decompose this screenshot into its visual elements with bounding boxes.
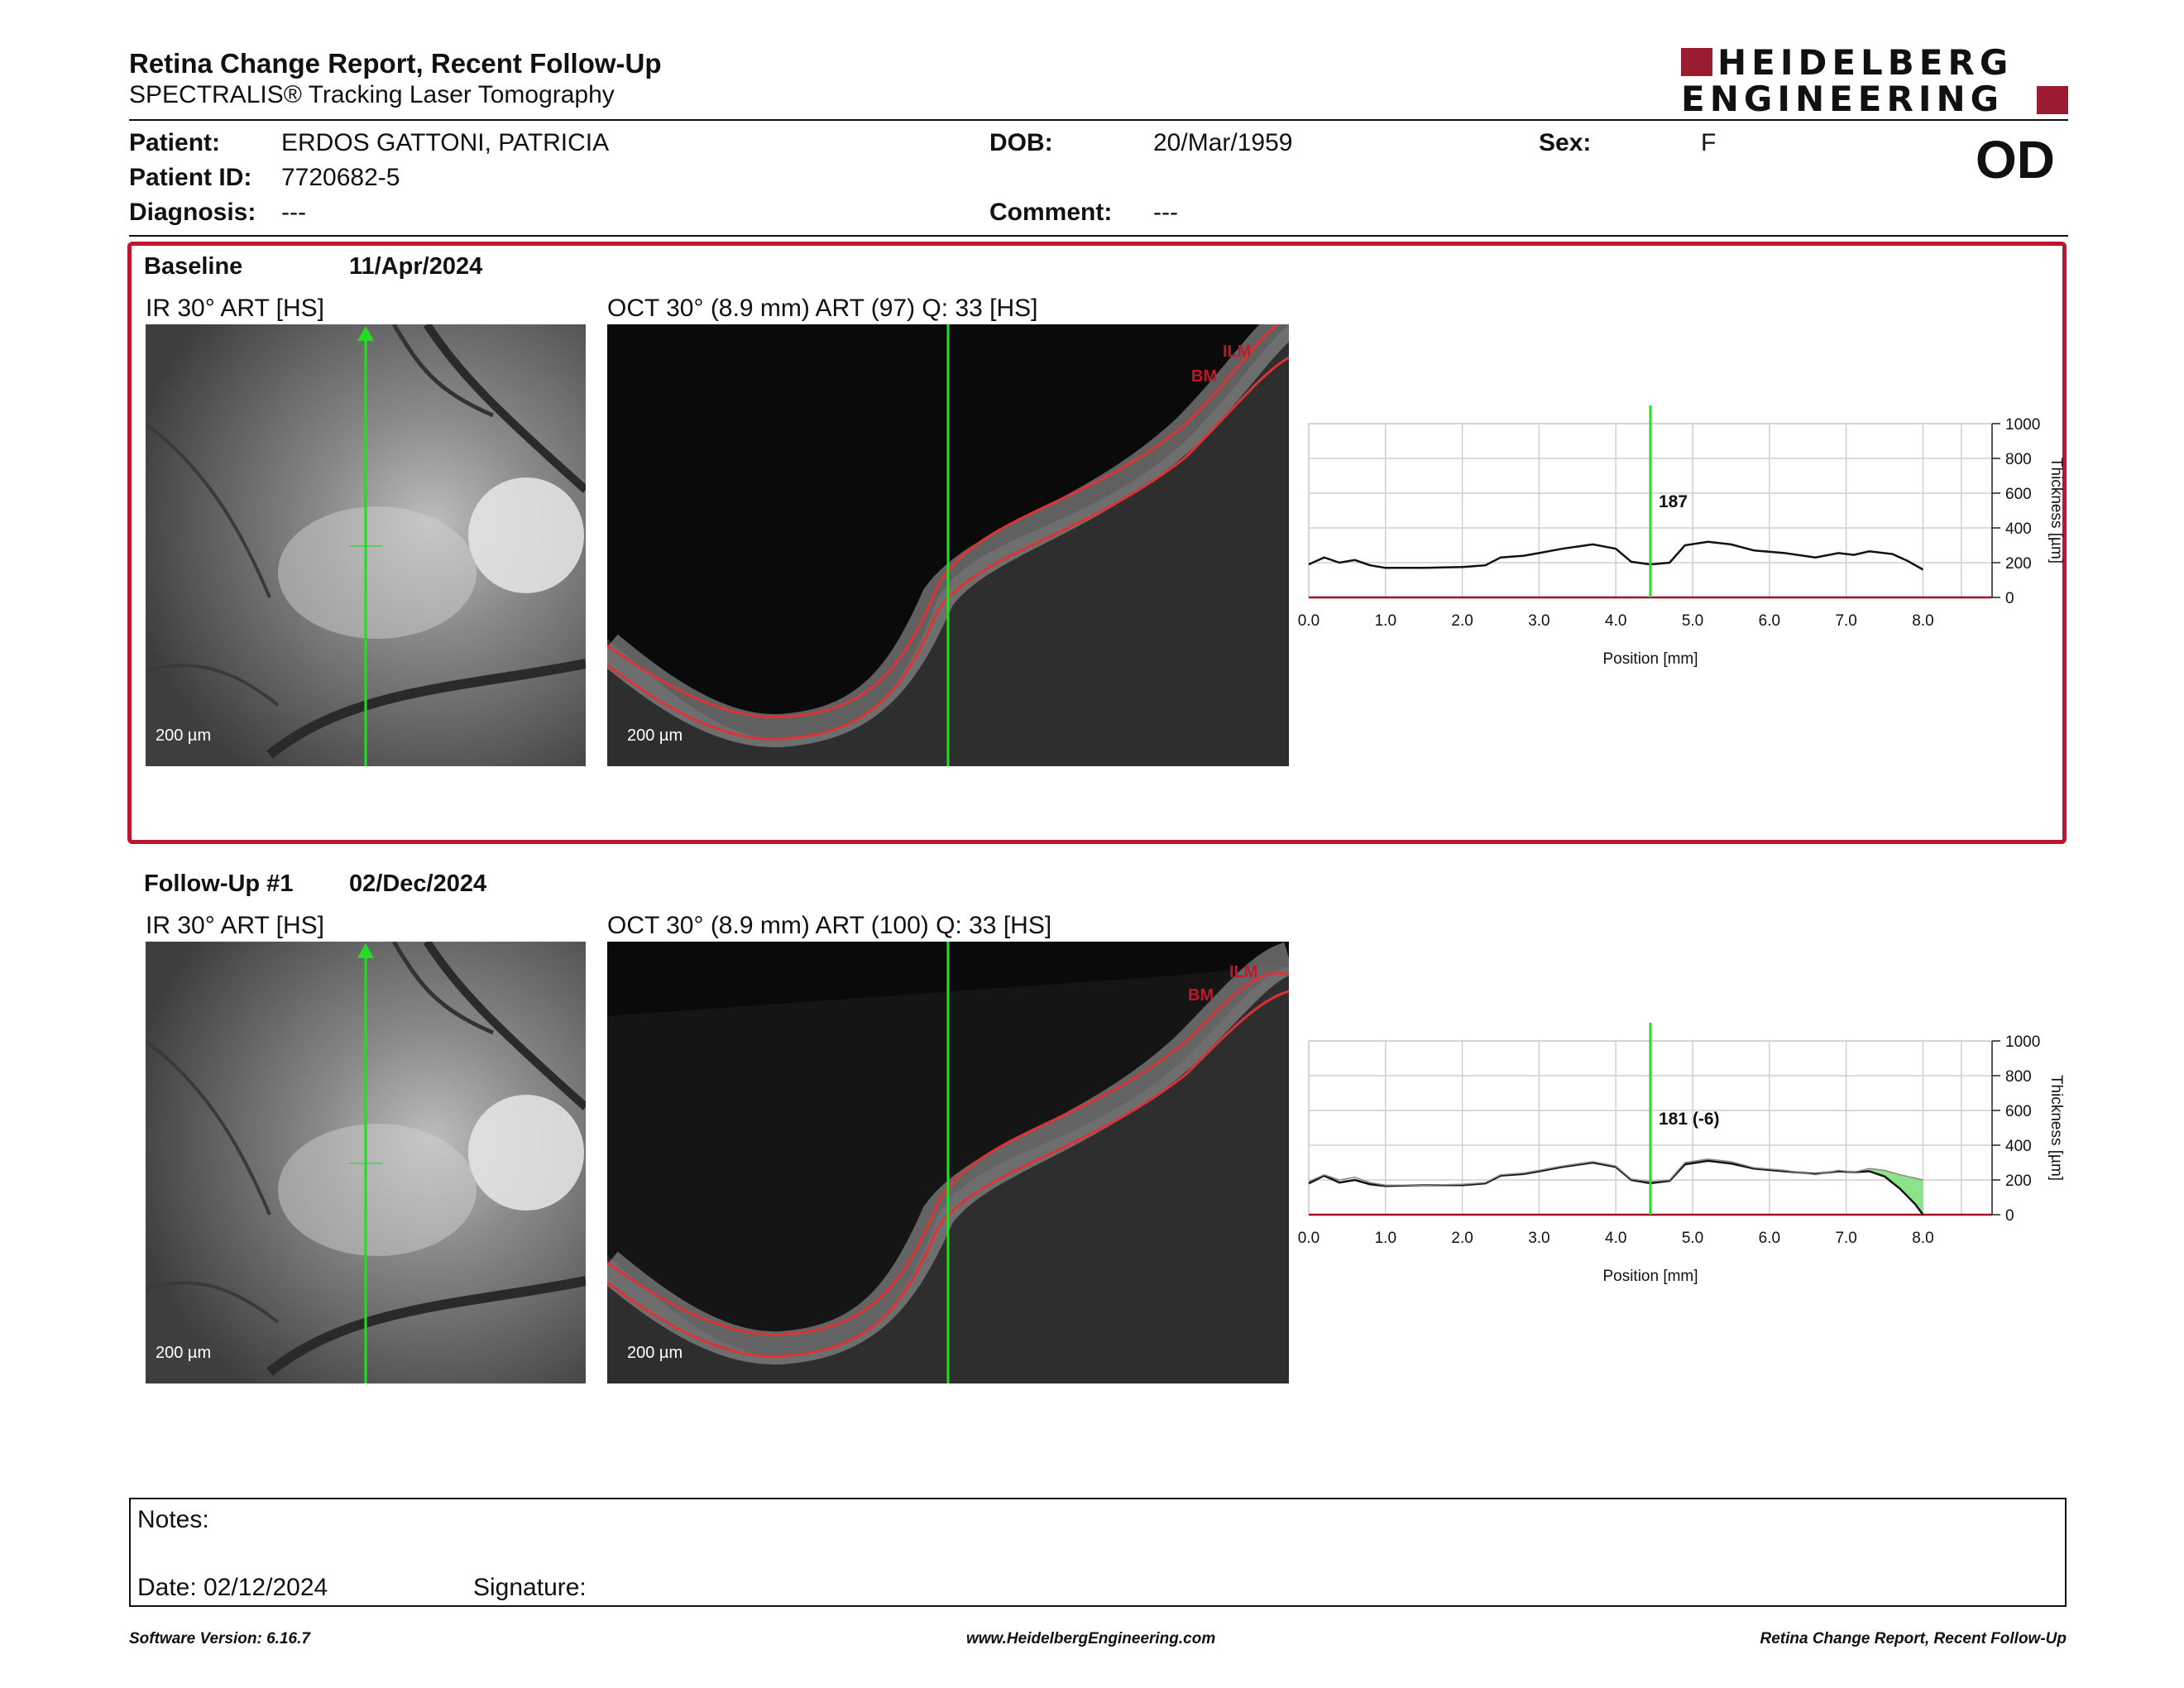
baseline-oct-scale: 200 µm [627, 727, 683, 745]
y-tick-label: 200 [2005, 1172, 2032, 1190]
patient-id: 7720682-5 [281, 164, 400, 191]
eye-label: OD [1976, 130, 2055, 189]
followup-ir-title: IR 30° ART [HS] [146, 912, 324, 939]
followup-label: Follow-Up #1 [144, 870, 294, 897]
patient-id-label: Patient ID: [129, 164, 252, 191]
y-tick-label: 800 [2005, 1068, 2032, 1086]
x-tick-label: 6.0 [1759, 612, 1780, 630]
followup-date: 02/Dec/2024 [349, 870, 487, 897]
x-tick-label: 5.0 [1682, 612, 1703, 630]
heidelberg-logo: HEIDELBERG ENGINEERING [1681, 45, 2070, 117]
position-marker-value: 187 [1659, 492, 1688, 511]
logo-line-1: HEIDELBERG [1717, 42, 2014, 83]
x-tick-label: 3.0 [1528, 612, 1549, 630]
x-tick-label: 8.0 [1912, 612, 1933, 630]
x-tick-label: 2.0 [1451, 1230, 1473, 1247]
baseline-date: 11/Apr/2024 [349, 253, 483, 280]
baseline-label: Baseline [144, 253, 243, 280]
patient-label: Patient: [129, 129, 221, 156]
comment-value: --- [1153, 199, 1178, 226]
change-area [1853, 1168, 1923, 1215]
diagnosis-label: Diagnosis: [129, 199, 256, 226]
x-tick-label: 2.0 [1451, 612, 1473, 630]
logo-square-icon [1681, 48, 1712, 76]
x-tick-label: 4.0 [1605, 1230, 1626, 1247]
followup-bm-label: BM [1188, 986, 1214, 1005]
footer-website[interactable]: www.HeidelbergEngineering.com [966, 1630, 1216, 1647]
patient-name: ERDOS GATTONI, PATRICIA [281, 129, 610, 156]
report-title: Retina Change Report, Recent Follow-Up [129, 48, 662, 79]
y-tick-label: 400 [2005, 1138, 2032, 1155]
followup-oct-title: OCT 30° (8.9 mm) ART (100) Q: 33 [HS] [607, 912, 1052, 939]
sex-value: F [1701, 129, 1717, 156]
date-label: Date: 02/12/2024 [137, 1574, 328, 1601]
baseline-oct-title: OCT 30° (8.9 mm) ART (97) Q: 33 [HS] [607, 295, 1038, 322]
sex-label: Sex: [1539, 129, 1592, 156]
comment-label: Comment: [989, 199, 1113, 226]
baseline-bm-label: BM [1191, 367, 1218, 386]
diagnosis-value: --- [281, 199, 306, 226]
x-tick-label: 3.0 [1528, 1230, 1549, 1247]
x-tick-label: 4.0 [1605, 612, 1626, 630]
x-tick-label: 0.0 [1298, 612, 1320, 630]
y-tick-label: 1000 [2005, 416, 2040, 434]
followup-ir-image: 200 µm [146, 942, 586, 1383]
report-subtitle: SPECTRALIS® Tracking Laser Tomography [129, 81, 615, 108]
baseline-ir-image: 200 µm [146, 324, 586, 766]
baseline-panel [127, 242, 2067, 844]
x-tick-label: 1.0 [1375, 612, 1396, 630]
x-tick-label: 0.0 [1298, 1230, 1320, 1247]
x-axis-label: Position [mm] [1602, 650, 1698, 668]
signature-label: Signature: [473, 1574, 587, 1601]
followup-oct-scale: 200 µm [627, 1344, 683, 1362]
followup-thickness-chart: 0 200 400 600 800 1000 0.0 1.0 2.0 3.0 4.0 5.0 6.0 7.… [1298, 1023, 2065, 1285]
followup-oct-image: ILM BM 200 µm [607, 942, 1289, 1383]
y-axis-label: Thickness [µm] [2048, 1075, 2065, 1181]
footer-report: Retina Change Report, Recent Follow-Up [1760, 1630, 2067, 1647]
dob-label: DOB: [989, 129, 1053, 156]
position-marker-value: 181 (-6) [1659, 1110, 1720, 1129]
y-tick-label: 600 [2005, 1103, 2032, 1120]
x-tick-label: 5.0 [1682, 1230, 1703, 1247]
x-axis-label: Position [mm] [1602, 1268, 1698, 1285]
baseline-ilm-label: ILM [1223, 343, 1252, 361]
logo-square-icon [2037, 86, 2068, 114]
baseline-thickness-chart: 0 200 400 600 800 1000 0.0 1.0 2.0 3.0 4.0 5.0 6.0 7.… [1298, 405, 2065, 668]
notes-box[interactable]: Notes: Date: 02/12/2024 Signature: [129, 1498, 2067, 1607]
x-tick-label: 8.0 [1912, 1230, 1933, 1247]
logo-line-2: ENGINEERING [1681, 79, 2004, 119]
notes-label: Notes: [137, 1506, 209, 1533]
x-tick-label: 1.0 [1375, 1230, 1396, 1247]
y-axis-label: Thickness [µm] [2048, 458, 2065, 563]
x-tick-label: 7.0 [1835, 612, 1856, 630]
y-tick-label: 0 [2005, 590, 2014, 607]
baseline-oct-image: ILM BM 200 µm [607, 324, 1289, 766]
y-tick-label: 1000 [2005, 1033, 2040, 1051]
followup-ilm-label: ILM [1229, 963, 1258, 981]
thickness-series-line [1308, 1158, 1923, 1187]
dob-value: 20/Mar/1959 [1153, 129, 1293, 156]
followup-ir-scale: 200 µm [156, 1344, 212, 1362]
y-tick-label: 400 [2005, 520, 2032, 538]
baseline-ir-scale: 200 µm [156, 727, 212, 745]
footer-software: Software Version: 6.16.7 [129, 1630, 310, 1647]
patient-divider [129, 235, 2068, 237]
y-tick-label: 200 [2005, 555, 2032, 573]
header-divider [129, 119, 2068, 121]
thickness-series-line [1308, 540, 1924, 571]
x-tick-label: 7.0 [1835, 1230, 1856, 1247]
y-tick-label: 800 [2005, 451, 2032, 468]
y-tick-label: 0 [2005, 1207, 2014, 1225]
x-tick-label: 6.0 [1759, 1230, 1780, 1247]
y-tick-label: 600 [2005, 486, 2032, 503]
baseline-ir-title: IR 30° ART [HS] [146, 295, 324, 322]
